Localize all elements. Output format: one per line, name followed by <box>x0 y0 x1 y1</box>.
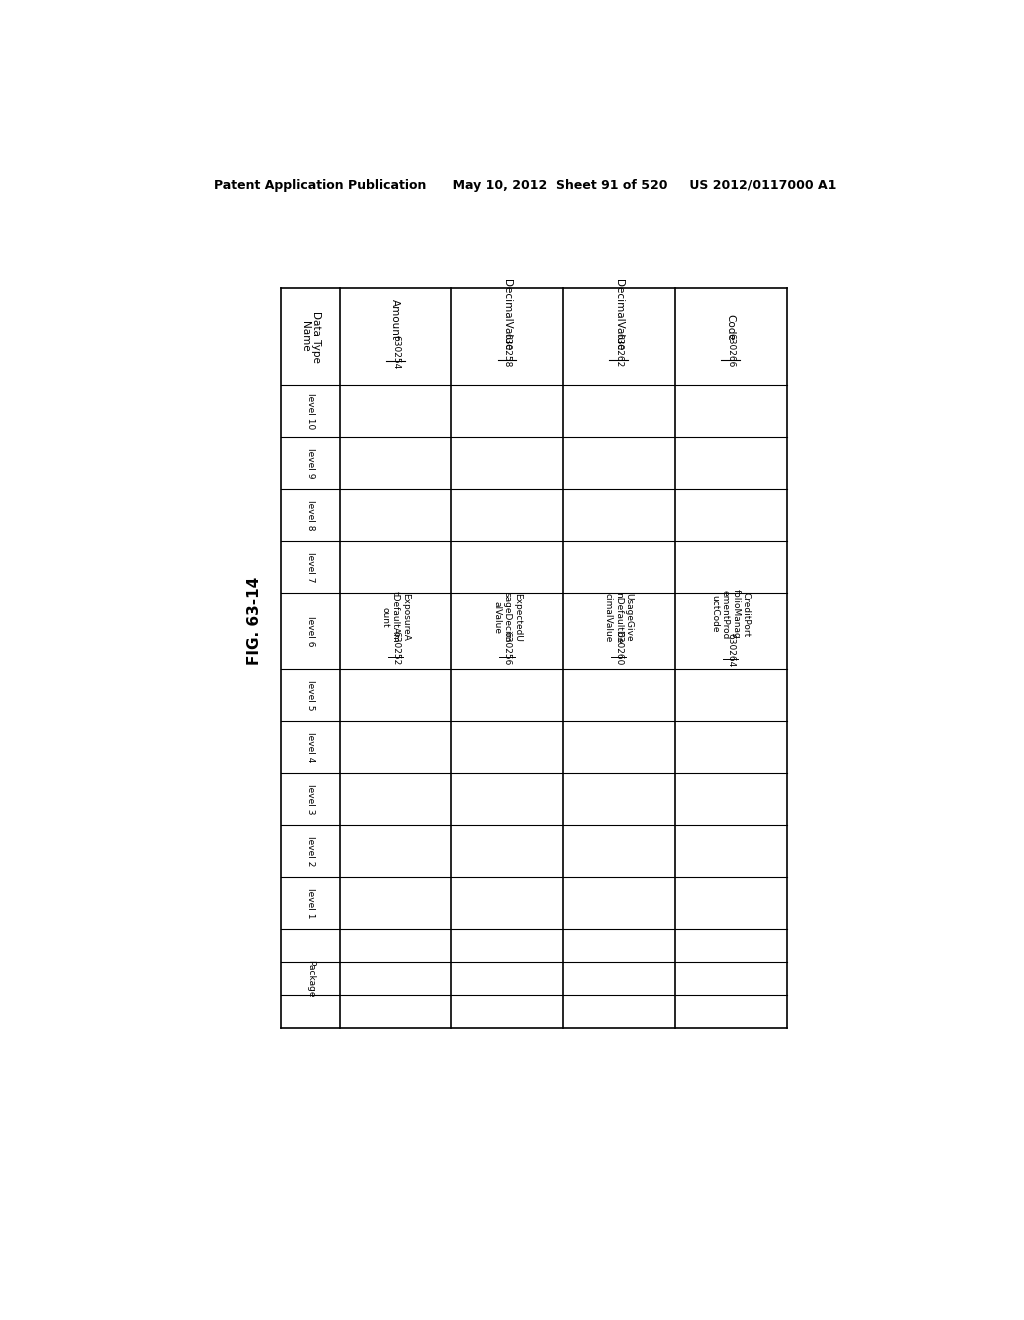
Text: level 7: level 7 <box>306 552 315 582</box>
Text: FIG. 63-14: FIG. 63-14 <box>247 577 262 665</box>
Text: 630256: 630256 <box>503 631 512 665</box>
Text: level 4: level 4 <box>306 731 315 763</box>
Text: level 1: level 1 <box>306 888 315 919</box>
Text: 630254: 630254 <box>391 335 400 370</box>
Text: level 8: level 8 <box>306 500 315 531</box>
Text: ExposureA
tDefaultAm
ount: ExposureA tDefaultAm ount <box>381 591 411 643</box>
Text: 630266: 630266 <box>726 333 735 367</box>
Text: DecimalValue: DecimalValue <box>613 280 624 351</box>
Text: 630260: 630260 <box>614 631 624 665</box>
Text: level 5: level 5 <box>306 680 315 710</box>
Text: ExpectedU
sageDecim
alValue: ExpectedU sageDecim alValue <box>493 593 522 643</box>
Text: Amount: Amount <box>390 300 400 341</box>
Text: level 10: level 10 <box>306 393 315 429</box>
Text: level 3: level 3 <box>306 784 315 814</box>
Text: CreditPort
folioManag
ementProd
uctCode: CreditPort folioManag ementProd uctCode <box>711 589 751 639</box>
Text: 630264: 630264 <box>726 634 735 668</box>
Text: level 6: level 6 <box>306 616 315 647</box>
Text: level 2: level 2 <box>306 836 315 866</box>
Text: DecimalValue: DecimalValue <box>502 280 512 351</box>
Text: 630262: 630262 <box>614 333 624 367</box>
Text: UsageGive
nDefaultDe
cimalValue: UsageGive nDefaultDe cimalValue <box>604 591 634 643</box>
Text: Data Type
Name: Data Type Name <box>300 310 322 363</box>
Text: Patent Application Publication      May 10, 2012  Sheet 91 of 520     US 2012/01: Patent Application Publication May 10, 2… <box>214 178 836 191</box>
Text: 630258: 630258 <box>503 333 512 367</box>
Text: level 9: level 9 <box>306 447 315 478</box>
Text: Package: Package <box>306 960 315 998</box>
Text: 630252: 630252 <box>391 631 400 665</box>
Text: Code: Code <box>726 314 735 341</box>
